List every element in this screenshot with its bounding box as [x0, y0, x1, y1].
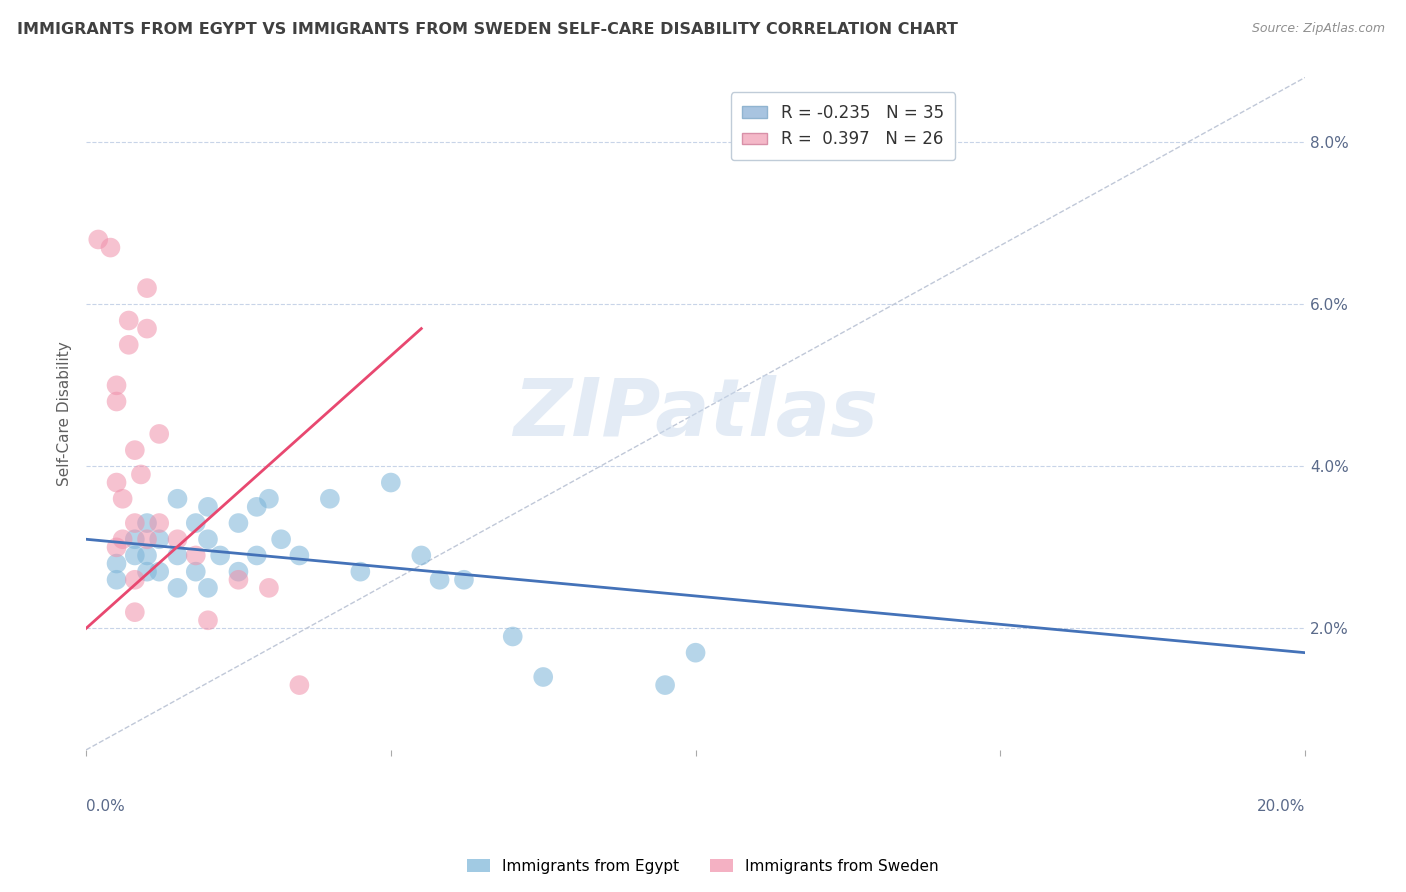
Point — [270, 533, 292, 547]
Point — [136, 516, 159, 530]
Point — [197, 533, 219, 547]
Point — [184, 516, 207, 530]
Point — [136, 533, 159, 547]
Point — [100, 241, 122, 255]
Point — [349, 565, 371, 579]
Point — [453, 573, 475, 587]
Legend: Immigrants from Egypt, Immigrants from Sweden: Immigrants from Egypt, Immigrants from S… — [461, 853, 945, 880]
Point — [685, 646, 707, 660]
Point — [136, 549, 159, 563]
Point — [197, 613, 219, 627]
Point — [288, 549, 311, 563]
Text: ZIPatlas: ZIPatlas — [513, 375, 879, 452]
Point — [184, 549, 207, 563]
Point — [288, 678, 311, 692]
Point — [429, 573, 451, 587]
Point — [105, 378, 128, 392]
Point — [209, 549, 232, 563]
Point — [148, 565, 170, 579]
Point — [148, 516, 170, 530]
Point — [105, 475, 128, 490]
Point — [124, 549, 146, 563]
Point — [257, 581, 280, 595]
Point — [228, 573, 250, 587]
Point — [118, 338, 141, 352]
Point — [105, 394, 128, 409]
Y-axis label: Self-Care Disability: Self-Care Disability — [58, 342, 72, 486]
Point — [87, 232, 110, 246]
Point — [319, 491, 342, 506]
Point — [105, 573, 128, 587]
Point — [166, 581, 188, 595]
Point — [380, 475, 402, 490]
Point — [246, 549, 269, 563]
Point — [197, 500, 219, 514]
Point — [124, 516, 146, 530]
Point — [184, 565, 207, 579]
Point — [136, 321, 159, 335]
Point — [129, 467, 152, 482]
Point — [148, 533, 170, 547]
Point — [257, 491, 280, 506]
Legend: R = -0.235   N = 35, R =  0.397   N = 26: R = -0.235 N = 35, R = 0.397 N = 26 — [731, 93, 956, 161]
Point — [228, 565, 250, 579]
Text: IMMIGRANTS FROM EGYPT VS IMMIGRANTS FROM SWEDEN SELF-CARE DISABILITY CORRELATION: IMMIGRANTS FROM EGYPT VS IMMIGRANTS FROM… — [17, 22, 957, 37]
Point — [411, 549, 433, 563]
Point — [148, 426, 170, 441]
Point — [136, 281, 159, 295]
Point — [166, 491, 188, 506]
Point — [197, 581, 219, 595]
Text: Source: ZipAtlas.com: Source: ZipAtlas.com — [1251, 22, 1385, 36]
Point — [166, 549, 188, 563]
Point — [111, 533, 134, 547]
Point — [105, 541, 128, 555]
Point — [124, 443, 146, 458]
Point — [228, 516, 250, 530]
Point — [118, 313, 141, 327]
Text: 0.0%: 0.0% — [86, 798, 125, 814]
Point — [502, 630, 524, 644]
Point — [166, 533, 188, 547]
Point — [105, 557, 128, 571]
Point — [111, 491, 134, 506]
Point — [246, 500, 269, 514]
Point — [136, 565, 159, 579]
Point — [124, 605, 146, 619]
Point — [124, 573, 146, 587]
Point — [531, 670, 554, 684]
Text: 20.0%: 20.0% — [1257, 798, 1305, 814]
Point — [124, 533, 146, 547]
Point — [654, 678, 676, 692]
